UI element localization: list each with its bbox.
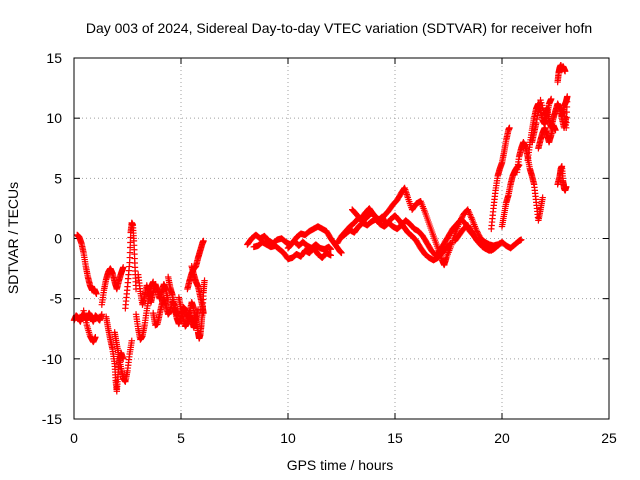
data-point: [92, 333, 99, 341]
y-tick-label: 10: [46, 110, 62, 126]
data-point: [552, 127, 559, 134]
data-point: [473, 226, 480, 234]
data-point: [327, 246, 334, 253]
x-tick-label: 0: [70, 430, 78, 446]
data-point: [200, 309, 207, 317]
data-point: [518, 236, 525, 243]
data-point: [533, 119, 540, 127]
x-tick-label: 10: [280, 430, 296, 446]
y-tick-label: 15: [46, 50, 62, 66]
data-point: [473, 228, 481, 235]
x-tick-label: 15: [387, 430, 403, 446]
data-point: [447, 240, 454, 247]
chart-title: Day 003 of 2024, Sidereal Day-to-day VTE…: [86, 20, 592, 36]
data-point: [474, 229, 481, 237]
x-tick-labels: 0 5 10 15 20 25: [70, 430, 617, 446]
data-point: [506, 124, 513, 131]
x-tick-label: 25: [601, 430, 617, 446]
y-tick-label: 5: [54, 170, 62, 186]
y-tick-label: -5: [50, 291, 63, 307]
x-axis-label: GPS time / hours: [287, 457, 394, 473]
data-points: [70, 62, 571, 395]
data-point: [201, 277, 208, 284]
data-point: [200, 237, 207, 245]
data-point: [561, 68, 569, 75]
grid-lines: [74, 58, 609, 419]
y-axis-label: SDTVAR / TECUs: [5, 182, 21, 294]
data-point: [338, 249, 345, 257]
y-tick-label: -15: [42, 411, 62, 427]
x-tick-label: 5: [177, 430, 185, 446]
plot-frame: [73, 57, 610, 420]
y-tick-label: 0: [54, 231, 62, 247]
x-tick-label: 20: [494, 430, 510, 446]
data-point: [534, 112, 541, 119]
data-point: [535, 108, 542, 115]
data-point: [93, 290, 100, 298]
data-point: [548, 95, 555, 103]
data-point: [533, 115, 541, 123]
data-point: [560, 107, 568, 115]
y-tick-labels: -15 -10 -5 0 5 10 15: [42, 50, 62, 427]
data-point: [475, 231, 482, 238]
data-point: [563, 183, 570, 190]
data-point: [327, 252, 334, 259]
data-point: [539, 194, 546, 201]
data-point: [128, 337, 135, 344]
data-point: [120, 264, 127, 271]
y-tick-label: -10: [42, 351, 62, 367]
data-point: [446, 240, 454, 248]
data-point: [98, 311, 106, 318]
